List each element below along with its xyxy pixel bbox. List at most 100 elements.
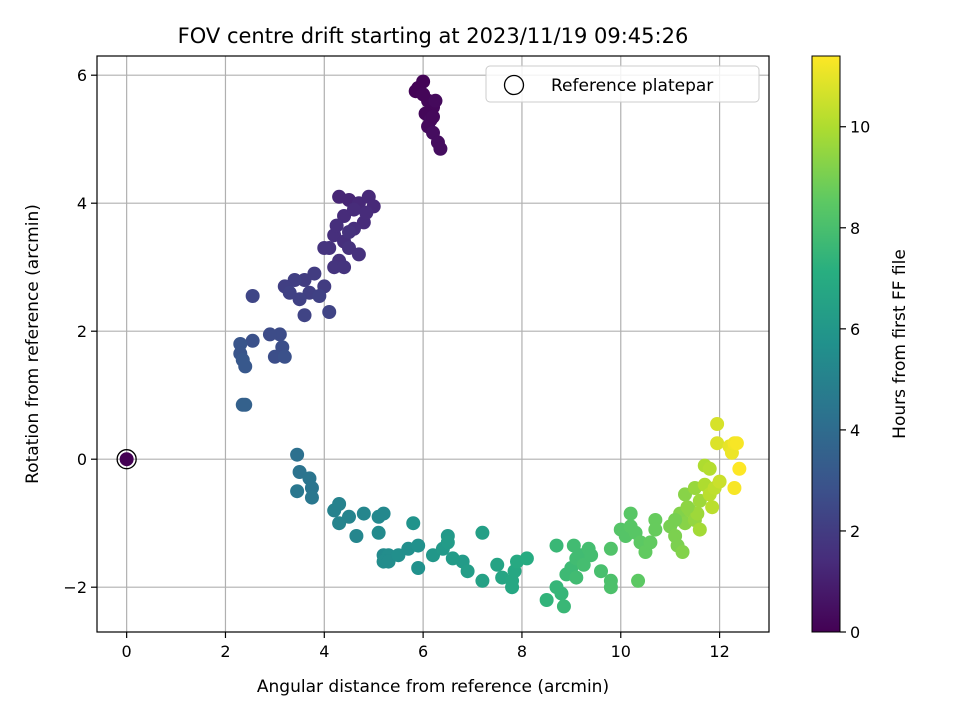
data-point: [549, 538, 564, 553]
colorbar-tick-label: 0: [850, 623, 860, 642]
data-point: [329, 218, 344, 233]
data-point: [327, 503, 342, 518]
colorbar-ticks: 0 2 4 6 8 10: [840, 118, 870, 642]
data-point: [678, 487, 692, 502]
data-point: [702, 461, 717, 476]
data-point: [381, 554, 396, 569]
data-point: [705, 500, 720, 515]
y-tick-label: −2: [63, 578, 87, 597]
data-point: [411, 538, 426, 553]
data-point: [539, 593, 554, 607]
data-point: [505, 580, 520, 595]
data-point: [428, 93, 443, 108]
data-point: [692, 522, 707, 537]
x-tick-label: 10: [611, 642, 631, 661]
chart-title: FOV centre drift starting at 2023/11/19 …: [178, 24, 689, 48]
data-point: [346, 202, 361, 217]
legend-marker: [503, 74, 525, 96]
data-point: [623, 506, 638, 521]
colorbar-tick-label: 4: [850, 421, 860, 440]
data-point: [416, 74, 431, 89]
data-point: [675, 545, 690, 559]
data-point: [576, 557, 591, 572]
data-point: [282, 285, 297, 300]
data-point: [307, 266, 322, 281]
colorbar-tick-label: 2: [850, 522, 860, 541]
data-point: [317, 241, 332, 255]
data-point: [406, 516, 421, 531]
data-point: [238, 397, 253, 412]
data-point: [391, 548, 406, 563]
data-point: [712, 474, 727, 489]
data-point: [490, 557, 505, 572]
data-point: [416, 87, 431, 102]
data-point: [292, 292, 307, 307]
data-point: [245, 289, 260, 303]
data-point: [342, 509, 356, 524]
data-point: [727, 481, 742, 495]
data-point: [238, 359, 253, 374]
data-point: [262, 327, 277, 342]
x-tick-label: 8: [517, 642, 527, 661]
data-point: [603, 580, 618, 595]
data-point: [519, 551, 534, 566]
data-point: [692, 493, 707, 508]
x-tick-label: 2: [220, 642, 230, 661]
y-tick-label: 0: [77, 450, 87, 469]
data-point: [680, 500, 695, 515]
data-point: [349, 529, 364, 543]
plot-frame: [96, 55, 770, 633]
y-tick-label: 2: [77, 322, 87, 341]
data-point: [245, 333, 260, 348]
data-point: [569, 570, 584, 585]
data-point: [272, 327, 287, 342]
data-point: [668, 513, 683, 527]
colorbar-label: Hours from first FF file: [890, 249, 910, 439]
x-tick-label: 4: [319, 642, 329, 661]
reference-point-marker: [116, 449, 137, 470]
legend-label: Reference platepar: [551, 76, 713, 96]
data-point: [304, 490, 319, 505]
data-point: [342, 241, 356, 255]
colorbar-gradient: [811, 55, 841, 633]
data-point: [356, 506, 371, 521]
data-point: [729, 436, 744, 451]
data-point: [337, 209, 352, 223]
data-points: [116, 74, 747, 614]
data-point: [433, 141, 448, 156]
x-axis-ticks: 0 2 4 6 8 10 12: [122, 632, 730, 661]
y-axis-ticks: −2 0 2 4 6: [63, 66, 97, 597]
data-point: [287, 273, 302, 287]
data-point: [327, 260, 342, 275]
colorbar-tick-label: 8: [850, 219, 860, 238]
x-tick-label: 12: [709, 642, 729, 661]
grid: [97, 56, 769, 632]
data-point: [631, 573, 646, 588]
data-point: [566, 538, 581, 553]
data-point: [648, 522, 663, 537]
data-point: [584, 548, 599, 563]
y-axis-label: Rotation from reference (arcmin): [23, 204, 43, 484]
data-point: [312, 289, 327, 303]
data-point: [710, 436, 725, 451]
data-point: [556, 599, 571, 614]
data-point: [297, 308, 312, 323]
data-point: [277, 349, 292, 364]
colorbar-tick-label: 10: [850, 118, 870, 137]
data-point: [342, 225, 356, 239]
data-point: [233, 337, 248, 351]
reference-point-fill: [119, 452, 134, 467]
data-point: [710, 417, 725, 431]
data-point: [292, 465, 307, 479]
data-point: [554, 586, 569, 601]
data-point: [603, 541, 618, 556]
data-point: [376, 506, 391, 521]
data-point: [594, 564, 608, 579]
data-point: [475, 525, 490, 540]
x-tick-label: 0: [122, 642, 132, 661]
data-point: [426, 109, 440, 124]
data-point: [371, 525, 386, 540]
data-point: [267, 349, 282, 364]
data-point: [440, 535, 455, 550]
